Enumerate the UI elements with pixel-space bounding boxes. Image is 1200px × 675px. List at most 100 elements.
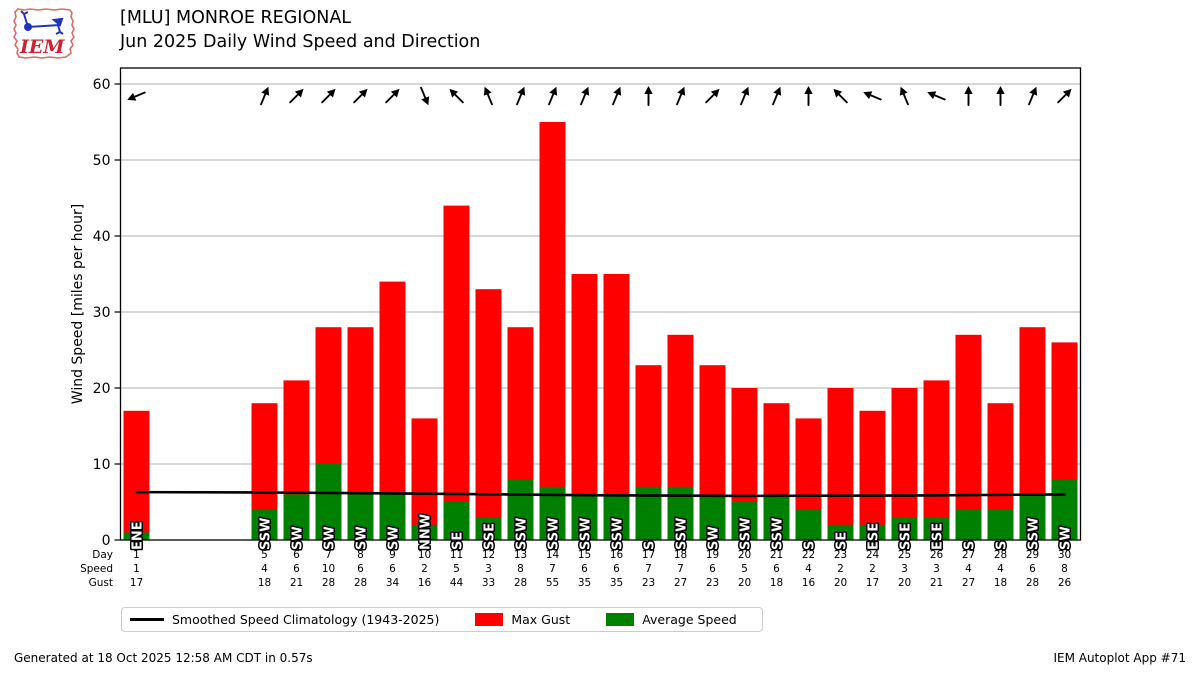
gust-value-26: 21 <box>930 577 943 589</box>
avg-speed-bar-day-11 <box>443 502 470 540</box>
direction-label-day-15: SSW <box>579 518 594 550</box>
direction-label-day-1: ENE <box>131 521 146 550</box>
avg-speed-bar-day-25 <box>891 517 918 540</box>
wind-arrow-day-25 <box>899 86 909 106</box>
y-tick-label-50: 50 <box>93 153 111 169</box>
direction-label-day-14: SSW <box>547 518 562 550</box>
y-tick-label-40: 40 <box>93 229 111 245</box>
day-value-1: 1 <box>133 549 140 561</box>
wind-arrow-day-23 <box>833 88 848 104</box>
chart-legend: Smoothed Speed Climatology (1943-2025) M… <box>121 607 763 632</box>
gust-value-18: 27 <box>674 577 687 589</box>
legend-label-max-gust: Max Gust <box>511 612 571 627</box>
direction-label-day-28: S <box>995 541 1010 550</box>
day-value-20: 20 <box>738 549 751 561</box>
gust-value-13: 28 <box>514 577 527 589</box>
direction-label-day-7: SW <box>323 526 338 550</box>
avg-speed-bar-day-6 <box>283 494 310 540</box>
gust-value-8: 28 <box>354 577 367 589</box>
row-label-speed: Speed <box>80 563 113 575</box>
gust-value-19: 23 <box>706 577 719 589</box>
wind-arrow-day-18 <box>676 86 686 106</box>
climatology-line-swatch <box>130 618 164 621</box>
direction-label-day-23: SE <box>835 532 850 550</box>
wind-arrow-day-12 <box>483 86 493 106</box>
speed-value-15: 6 <box>581 563 588 575</box>
direction-label-day-24: ESE <box>867 523 882 550</box>
wind-arrow-day-13 <box>516 86 526 106</box>
page-title: [MLU] MONROE REGIONAL <box>120 8 352 28</box>
day-value-27: 27 <box>962 549 975 561</box>
direction-label-day-16: SSW <box>611 518 626 550</box>
day-value-21: 21 <box>770 549 783 561</box>
direction-label-day-5: SSW <box>259 518 274 550</box>
speed-value-1: 1 <box>133 563 140 575</box>
max-gust-bar-day-14 <box>539 122 566 540</box>
wind-arrow-day-21 <box>772 86 782 106</box>
row-label-day: Day <box>92 549 113 561</box>
wind-arrow-day-6 <box>289 88 304 104</box>
day-value-15: 15 <box>578 549 591 561</box>
wind-arrow-day-10 <box>420 86 430 106</box>
direction-label-day-19: SW <box>707 526 722 550</box>
y-tick-label-10: 10 <box>93 457 111 473</box>
gust-value-6: 21 <box>290 577 303 589</box>
legend-label-average-speed: Average Speed <box>642 612 737 627</box>
direction-label-day-20: SSW <box>739 518 754 550</box>
chart-titles: [MLU] MONROE REGIONAL Jun 2025 Daily Win… <box>120 6 480 54</box>
day-value-10: 10 <box>418 549 431 561</box>
gust-value-17: 23 <box>642 577 655 589</box>
y-tick-label-20: 20 <box>93 381 111 397</box>
average-speed-swatch <box>606 613 635 626</box>
day-value-8: 8 <box>357 549 364 561</box>
speed-value-9: 6 <box>389 563 396 575</box>
wind-arrow-day-5 <box>260 86 270 106</box>
wind-arrow-day-8 <box>353 88 368 104</box>
gust-value-22: 16 <box>802 577 816 589</box>
max-gust-bar-day-27 <box>955 334 982 540</box>
speed-value-7: 10 <box>322 563 335 575</box>
day-value-5: 5 <box>261 549 268 561</box>
day-value-29: 29 <box>1026 549 1039 561</box>
wind-arrow-day-9 <box>385 88 400 104</box>
legend-item-average-speed: Average Speed <box>606 612 737 627</box>
speed-value-30: 8 <box>1061 563 1068 575</box>
max-gust-bar-day-10 <box>411 418 438 540</box>
y-tick-label-30: 30 <box>93 305 111 321</box>
gust-value-12: 33 <box>482 577 495 589</box>
wind-arrow-day-27 <box>964 86 973 106</box>
avg-speed-bar-day-27 <box>955 509 982 540</box>
wind-arrow-day-20 <box>740 86 750 106</box>
plot-border <box>119 67 1082 541</box>
row-label-gust: Gust <box>89 577 113 589</box>
avg-speed-bar-day-15 <box>571 494 598 540</box>
wind-arrow-day-29 <box>1028 86 1038 106</box>
max-gust-bar-day-26 <box>923 380 950 540</box>
avg-speed-bar-day-12 <box>475 517 502 540</box>
speed-value-28: 4 <box>997 563 1004 575</box>
avg-speed-bar-day-24 <box>859 524 886 540</box>
gust-value-15: 35 <box>578 577 591 589</box>
wind-arrow-day-26 <box>927 91 946 101</box>
gust-value-24: 17 <box>866 577 879 589</box>
max-gust-swatch <box>475 613 504 626</box>
wind-arrow-day-15 <box>580 86 590 106</box>
max-gust-bar-day-24 <box>859 410 886 540</box>
max-gust-bar-day-1 <box>123 410 150 540</box>
avg-speed-bar-day-30 <box>1051 479 1078 540</box>
gust-value-1: 17 <box>130 577 143 589</box>
direction-label-day-6: SW <box>291 526 306 550</box>
speed-value-29: 6 <box>1029 563 1036 575</box>
speed-value-26: 3 <box>933 563 940 575</box>
day-value-7: 7 <box>325 549 332 561</box>
avg-speed-bar-day-28 <box>987 509 1014 540</box>
day-value-24: 24 <box>866 549 880 561</box>
direction-label-day-26: ESE <box>931 523 946 550</box>
direction-label-day-13: SSW <box>515 518 530 550</box>
avg-speed-bar-day-21 <box>763 494 790 540</box>
gust-value-20: 20 <box>738 577 751 589</box>
direction-label-day-11: SE <box>451 532 466 550</box>
day-value-12: 12 <box>482 549 495 561</box>
y-axis-title: Wind Speed [miles per hour] <box>70 204 86 404</box>
